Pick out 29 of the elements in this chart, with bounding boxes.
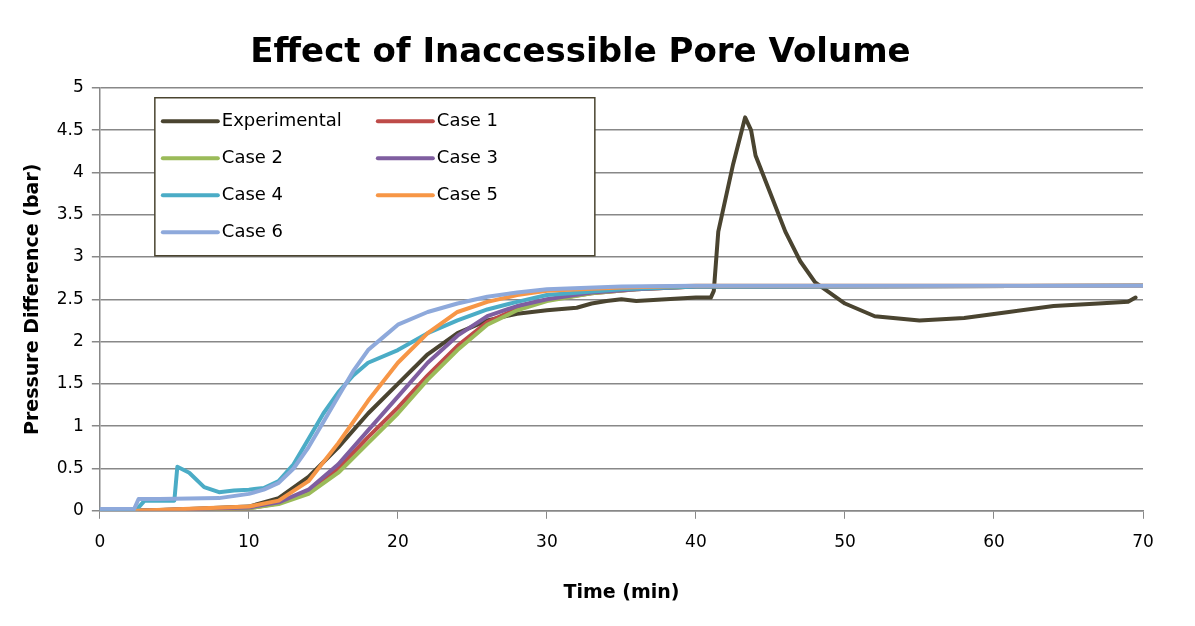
legend-label: Case 5 [436,182,499,204]
y-axis-title: Pressure Difference (bar) [20,163,43,436]
legend-label: Experimental [221,108,342,130]
legend-label: Case 6 [221,219,284,241]
x-tick-label: 40 [685,531,707,552]
x-tick-label: 20 [387,531,409,552]
x-tick-label: 60 [983,531,1005,552]
y-tick-label: 2.5 [56,287,84,308]
y-tick-label: 3 [73,245,84,266]
y-tick-label: 0.5 [56,456,84,477]
legend-label: Case 1 [436,108,499,130]
y-tick-label: 1 [73,414,84,435]
y-tick-label: 5 [73,76,84,97]
y-tick-label: 3.5 [56,203,84,224]
y-tick-label: 1.5 [56,372,84,393]
x-tick-label: 0 [94,531,106,552]
y-tick-label: 2 [73,330,84,351]
y-tick-label: 4.5 [56,118,84,139]
x-axis-title: Time (min) [563,579,680,602]
legend-label: Case 3 [436,145,499,167]
x-tick-label: 70 [1132,531,1154,552]
chart-title: Effect of Inaccessible Pore Volume [250,30,911,71]
x-tick-label: 30 [536,531,558,552]
legend-label: Case 4 [221,182,284,204]
legend-label: Case 2 [221,145,284,167]
y-tick-label: 4 [73,160,84,181]
x-tick-label: 50 [834,531,856,552]
x-tick-label: 10 [238,531,260,552]
y-tick-label: 0 [73,499,84,520]
